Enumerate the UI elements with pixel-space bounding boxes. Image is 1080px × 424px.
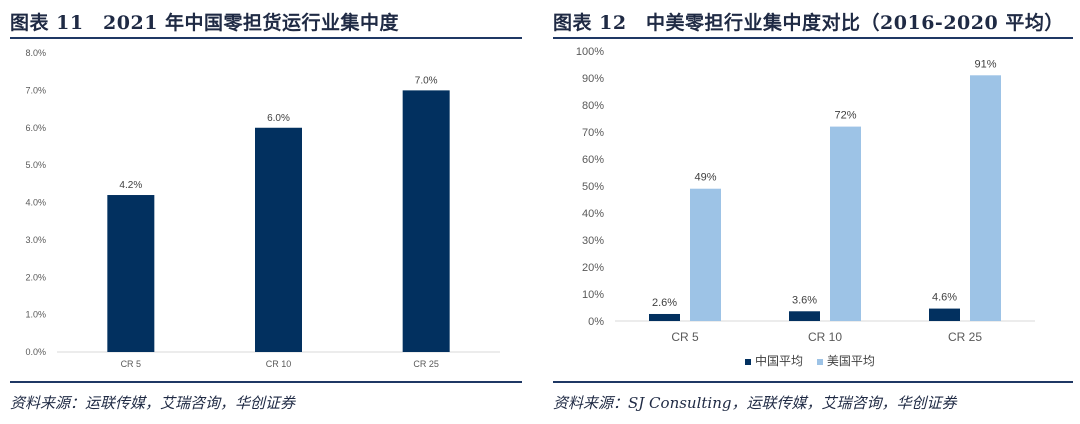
y-tick-label: 1.0% xyxy=(25,310,46,320)
figure-12-bottom-rule xyxy=(553,381,1073,383)
figure-12-chart: 0% 10% 20% 30% 40% 50% 60% 70% 80% 90% 100% 2.6% 49%… xyxy=(576,46,1035,344)
data-label: 2.6% xyxy=(652,297,677,309)
y-tick-label: 80% xyxy=(582,100,604,112)
y-tick-label: 7.0% xyxy=(25,85,46,95)
legend-swatch-usa xyxy=(816,358,823,365)
legend-label-china: 中国平均 xyxy=(755,354,804,368)
x-tick-label: CR 10 xyxy=(808,330,842,344)
data-label: 4.6% xyxy=(932,292,957,304)
y-tick-label: 60% xyxy=(582,154,604,166)
bar-cr10 xyxy=(255,127,302,352)
legend-swatch-china xyxy=(745,358,751,365)
y-tick-label: 70% xyxy=(582,127,604,139)
x-tick-label: CR 5 xyxy=(121,359,142,369)
x-tick-label: CR 25 xyxy=(413,359,439,369)
y-tick-label: 40% xyxy=(582,208,604,220)
bar-usa-cr5 xyxy=(690,188,721,321)
x-tick-label: CR 10 xyxy=(266,359,292,369)
figure-11-top-rule xyxy=(10,37,522,39)
data-label: 7.0% xyxy=(415,75,438,86)
figure-12-legend: 中国平均 美国平均 xyxy=(745,352,885,369)
y-tick-label: 8.0% xyxy=(25,48,46,58)
figure-11-panel: 图表 11 2021 年中国零担货运行业集中度 0.0% 1.0% 2.0% 3.0%… xyxy=(0,0,530,424)
bar-china-cr10 xyxy=(789,311,820,321)
y-tick-label: 50% xyxy=(582,181,604,193)
legend-item-china: 中国平均 xyxy=(745,352,803,369)
legend-item-usa: 美国平均 xyxy=(816,352,875,369)
y-tick-label: 0.0% xyxy=(25,347,46,357)
y-tick-label: 5.0% xyxy=(25,160,46,170)
y-tick-label: 20% xyxy=(582,262,604,274)
bar-usa-cr25 xyxy=(970,75,1001,321)
data-label: 91% xyxy=(974,58,996,70)
bar-usa-cr10 xyxy=(830,126,861,321)
data-label: 49% xyxy=(694,172,716,184)
y-tick-label: 90% xyxy=(582,73,604,85)
figure-12-title: 图表 12 中美零担行业集中度对比（2016-2020 平均） xyxy=(553,12,1064,34)
legend-label-usa: 美国平均 xyxy=(826,354,875,368)
x-tick-label: CR 5 xyxy=(671,330,699,344)
bar-cr25 xyxy=(402,90,450,352)
figure-12-top-rule xyxy=(553,37,1073,39)
bar-china-cr5 xyxy=(649,313,680,321)
figure-11-title: 图表 11 2021 年中国零担货运行业集中度 xyxy=(10,12,400,34)
figure-12-panel: 图表 12 中美零担行业集中度对比（2016-2020 平均） 0% 10% 20%… xyxy=(545,0,1080,424)
bar-china-cr25 xyxy=(929,308,960,321)
data-label: 72% xyxy=(834,110,856,122)
data-label: 6.0% xyxy=(267,113,290,124)
figure-11-source: 资料来源：运联传媒，艾瑞咨询，华创证券 xyxy=(10,394,296,412)
y-tick-label: 6.0% xyxy=(25,123,46,133)
figure-12-source: 资料来源：SJ Consulting，运联传媒，艾瑞咨询，华创证券 xyxy=(553,394,957,412)
y-tick-label: 100% xyxy=(576,46,604,58)
y-tick-label: 30% xyxy=(582,235,604,247)
figure-11-bottom-rule xyxy=(10,381,522,383)
y-tick-label: 4.0% xyxy=(25,198,46,208)
x-tick-label: CR 25 xyxy=(948,330,982,344)
bar-cr5 xyxy=(107,195,155,352)
y-tick-label: 10% xyxy=(582,289,604,301)
y-tick-label: 2.0% xyxy=(25,272,46,282)
data-label: 4.2% xyxy=(119,180,142,191)
data-label: 3.6% xyxy=(792,294,817,306)
y-tick-label: 3.0% xyxy=(25,235,46,245)
figure-11-chart: 0.0% 1.0% 2.0% 3.0% 4.0% 5.0% 6.0% 7.0% 8.0% 4.2%… xyxy=(25,48,500,369)
y-tick-label: 0% xyxy=(588,316,604,328)
